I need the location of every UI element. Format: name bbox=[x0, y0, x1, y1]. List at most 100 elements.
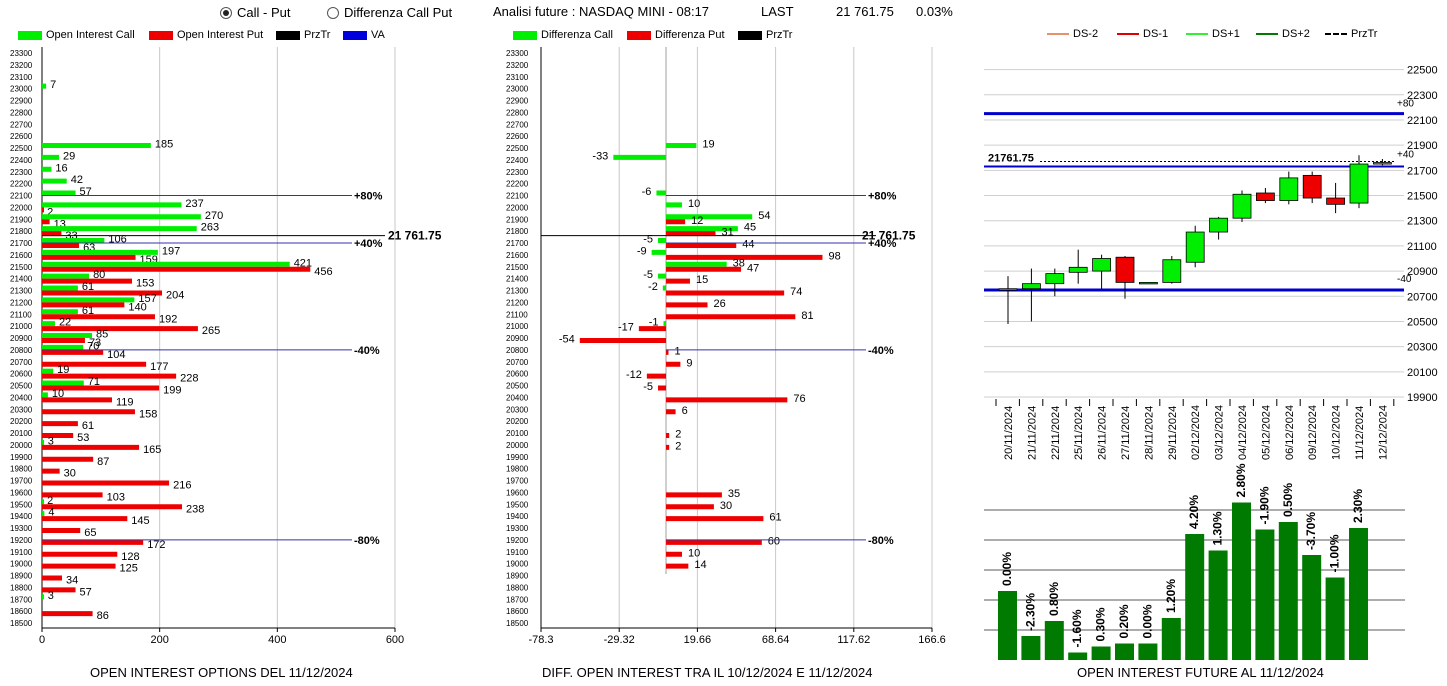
diff-put-bar bbox=[666, 290, 785, 296]
strike-tick-label: 23200 bbox=[506, 61, 529, 70]
diff-put-bar bbox=[666, 539, 762, 545]
strike-tick-label: 20600 bbox=[10, 370, 33, 379]
diff-put-bar bbox=[666, 219, 686, 225]
call-data-label: 3 bbox=[48, 435, 54, 447]
strike-tick-label: 20300 bbox=[506, 405, 529, 414]
diff-call-data-label: 10 bbox=[688, 198, 700, 210]
future-oi-label: -1.60% bbox=[1070, 609, 1084, 647]
diff-call-bar bbox=[613, 154, 667, 160]
candle-body bbox=[1373, 162, 1392, 165]
call-bar bbox=[42, 309, 78, 315]
strike-tick-label: 20000 bbox=[10, 441, 33, 450]
put-bar bbox=[42, 433, 74, 438]
diff-put-bar bbox=[666, 243, 737, 248]
strike-tick-label: 22200 bbox=[506, 180, 529, 189]
put-bar bbox=[42, 314, 155, 320]
put-bar bbox=[42, 349, 104, 355]
call-data-label: 57 bbox=[80, 186, 92, 198]
candle-body bbox=[1232, 193, 1252, 219]
y-tick-label: 20100 bbox=[1407, 367, 1438, 379]
put-data-label: 165 bbox=[143, 444, 161, 456]
diff-put-bar bbox=[579, 338, 667, 343]
call-data-label: 19 bbox=[57, 364, 69, 376]
date-tick-label: 25/11/2024 bbox=[1073, 406, 1085, 460]
put-data-label: 238 bbox=[186, 503, 204, 515]
put-bar bbox=[42, 231, 62, 237]
put-bar bbox=[42, 207, 44, 213]
strike-tick-label: 19500 bbox=[506, 500, 529, 509]
put-data-label: 87 bbox=[97, 456, 109, 468]
date-tick-label: 06/12/2024 bbox=[1284, 405, 1296, 460]
put-data-label: 128 bbox=[121, 551, 139, 563]
last-value: 21 761.75 bbox=[836, 4, 894, 19]
future-oi-bar bbox=[1091, 646, 1111, 660]
legend-ds-p2: DS+2 bbox=[1256, 28, 1310, 40]
strike-tick-label: 19900 bbox=[506, 453, 529, 462]
radio-diff[interactable]: Differenza Call Put bbox=[327, 5, 452, 20]
date-tick-label: 21/11/2024 bbox=[1026, 406, 1038, 460]
put-bar bbox=[42, 290, 163, 296]
call-bar bbox=[42, 392, 48, 398]
radio-selected-icon[interactable] bbox=[220, 6, 232, 19]
radio-unselected-icon[interactable] bbox=[327, 6, 339, 19]
put-bar bbox=[42, 373, 177, 379]
call-bar bbox=[42, 214, 201, 220]
strike-tick-label: 22000 bbox=[10, 203, 33, 212]
candle-body bbox=[998, 288, 1018, 291]
strike-tick-label: 18800 bbox=[506, 583, 529, 592]
diff-put-bar bbox=[666, 314, 796, 320]
diff-put-data-label: 2 bbox=[675, 440, 681, 452]
diff-put-data-label: 30 bbox=[720, 500, 732, 512]
level-label: +80% bbox=[354, 191, 383, 203]
strike-tick-label: 21200 bbox=[506, 298, 529, 307]
strike-tick-label: 20400 bbox=[506, 393, 529, 402]
strike-tick-label: 21500 bbox=[10, 263, 33, 272]
legend-prztr: PrzTr bbox=[276, 29, 330, 41]
diff-put-data-label: 44 bbox=[742, 239, 754, 251]
put-data-label: 140 bbox=[128, 301, 146, 313]
put-data-label: 228 bbox=[180, 373, 198, 385]
diff-call-bar bbox=[656, 190, 667, 196]
legend-label: Open Interest Put bbox=[177, 29, 264, 41]
legend-line bbox=[1047, 33, 1069, 35]
strike-tick-label: 22400 bbox=[506, 156, 529, 165]
put-data-label: 61 bbox=[82, 420, 94, 432]
diff-put-data-label: -12 bbox=[626, 369, 642, 381]
strike-tick-label: 22600 bbox=[10, 132, 33, 141]
legend-label: PrzTr bbox=[1351, 28, 1378, 40]
strike-tick-label: 20700 bbox=[506, 358, 529, 367]
x-tick-label: -29.32 bbox=[604, 634, 635, 646]
put-bar bbox=[42, 468, 60, 474]
call-bar bbox=[42, 594, 44, 600]
legend-prztr: PrzTr bbox=[738, 29, 792, 41]
diff-put-data-label: 26 bbox=[714, 298, 726, 310]
strike-tick-label: 19600 bbox=[506, 488, 529, 497]
put-bar bbox=[42, 563, 116, 569]
strike-tick-label: 20500 bbox=[506, 382, 529, 391]
future-oi-bar bbox=[1302, 555, 1322, 660]
date-tick-label: 20/11/2024 bbox=[1003, 406, 1015, 460]
legend-swatch bbox=[513, 30, 537, 40]
diff-put-bar bbox=[658, 385, 667, 391]
strike-tick-label: 22700 bbox=[10, 120, 33, 129]
strike-tick-label: 20100 bbox=[10, 429, 33, 438]
call-data-label: 185 bbox=[155, 139, 173, 151]
strike-tick-label: 18800 bbox=[10, 583, 33, 592]
future-oi-bar bbox=[1232, 502, 1251, 660]
strike-tick-label: 22800 bbox=[10, 108, 33, 117]
candle-body bbox=[1092, 258, 1111, 272]
strike-tick-label: 21600 bbox=[506, 251, 529, 260]
radio-call-put[interactable]: Call - Put bbox=[220, 5, 290, 20]
strike-tick-label: 21800 bbox=[10, 227, 33, 236]
level-label: -40% bbox=[868, 345, 894, 357]
strike-tick-label: 19000 bbox=[10, 560, 33, 569]
strike-tick-label: 21300 bbox=[10, 287, 33, 296]
strike-tick-label: 19600 bbox=[10, 488, 33, 497]
analysis-title: Analisi future : NASDAQ MINI - 08:17 bbox=[493, 4, 710, 19]
legend-swatch bbox=[343, 30, 367, 40]
diff-call-data-label: -33 bbox=[592, 150, 608, 162]
call-bar bbox=[42, 439, 44, 445]
future-oi-label: 1.30% bbox=[1211, 511, 1225, 545]
future-oi-label: 2.80% bbox=[1234, 463, 1248, 497]
